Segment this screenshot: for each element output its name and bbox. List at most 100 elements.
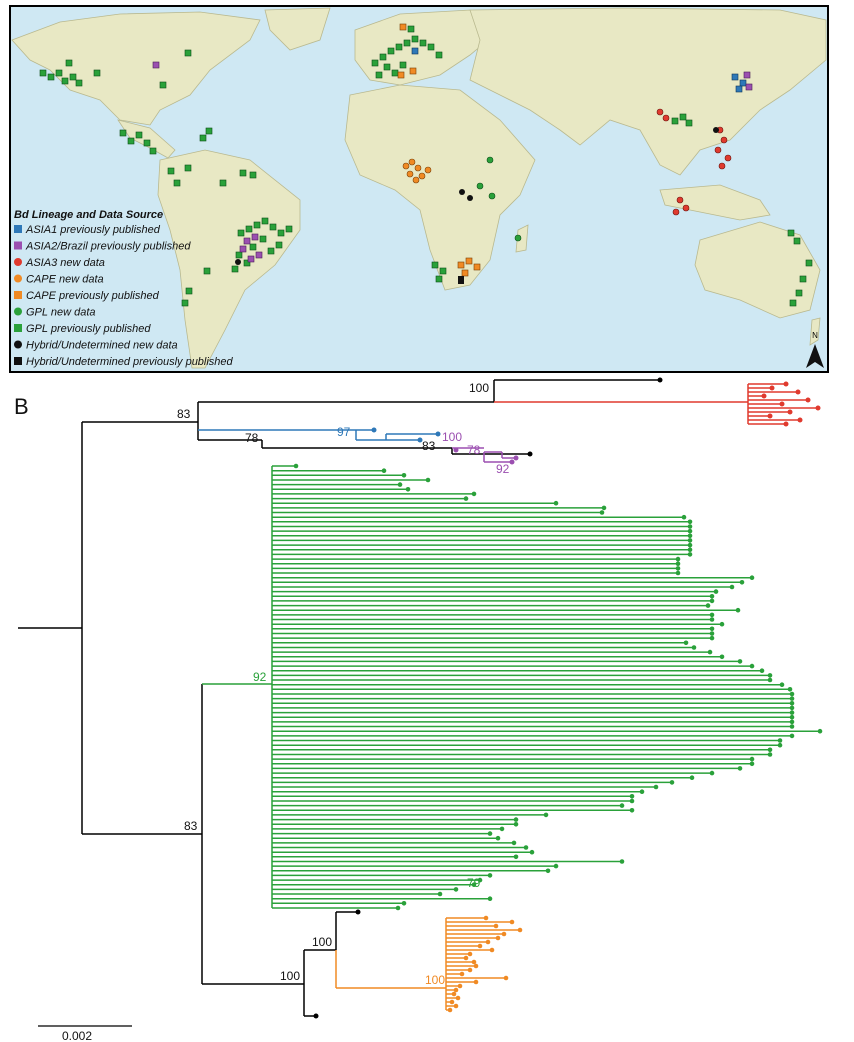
gpl-tip	[487, 831, 493, 836]
hybrid-tip-cape-upper	[355, 909, 361, 915]
map-markers	[39, 23, 813, 307]
gpl-tip	[705, 603, 711, 608]
bootstrap-gpl-79: 79	[467, 876, 481, 890]
hybrid-tip-cape-lower	[313, 1013, 319, 1019]
cape-tip	[473, 963, 479, 969]
bootstrap-labels: 100 83 97 78 83 100 78 92 92 83 79 100 1…	[177, 381, 510, 987]
gpl-tip	[293, 463, 299, 469]
gpl-tip	[639, 789, 645, 794]
hybrid-markers-east-africa	[459, 189, 473, 201]
legend-square-icon	[14, 241, 22, 250]
bootstrap-asia2-92: 92	[496, 462, 510, 476]
phylogenetic-tree	[18, 377, 823, 1019]
gpl-tip	[777, 742, 783, 748]
gpl-tip	[789, 696, 795, 701]
gpl-tip	[437, 891, 443, 897]
gpl-tip	[675, 561, 681, 566]
cape-tip	[517, 927, 523, 933]
bootstrap-cape-100-outer: 100	[280, 969, 300, 983]
legend-item-label: Hybrid/Undetermined new data	[26, 340, 178, 352]
hybrid-marker-brazil	[235, 259, 241, 265]
gpl-markers-asia	[671, 113, 693, 127]
cape-tip	[451, 991, 457, 997]
cape-markers-west-africa	[402, 158, 432, 184]
gpl-tip	[687, 528, 693, 534]
gpl-tip	[749, 575, 755, 580]
cape-tip	[489, 947, 495, 953]
asia3-markers-asia	[656, 108, 732, 216]
gpl-tip	[759, 668, 765, 673]
gpl-markers-brazil	[181, 169, 293, 307]
bootstrap-root-83: 83	[177, 407, 191, 421]
gpl-tip	[687, 547, 693, 552]
legend-circle-icon	[14, 258, 22, 266]
legend-square-icon	[14, 225, 22, 233]
gpl-tip	[779, 682, 785, 687]
gpl-tip	[789, 724, 795, 729]
gpl-tip	[629, 794, 635, 799]
legend-square-icon	[14, 324, 22, 332]
gpl-tip	[397, 482, 403, 487]
gpl-tip	[687, 538, 693, 543]
legend-item-label: GPL previously published	[26, 323, 151, 335]
gpl-tip	[789, 710, 795, 715]
cape-tip	[467, 951, 473, 957]
cape-tip	[509, 919, 515, 925]
bootstrap-gpl-92: 92	[253, 670, 267, 684]
gpl-tip	[749, 761, 755, 767]
asia2-tips	[453, 447, 519, 465]
gpl-tip	[789, 719, 795, 725]
gpl-tips	[293, 463, 823, 911]
cape-tip	[467, 967, 473, 973]
legend-item-label: CAPE new data	[26, 274, 104, 286]
legend-item-label: CAPE previously published	[26, 290, 160, 302]
map-panel: Bd Lineage and Data Source ASIA1 previou…	[9, 5, 829, 373]
cape-tip	[477, 943, 483, 949]
asia2-markers-brazil	[239, 233, 263, 263]
gpl-tip	[601, 505, 607, 511]
gpl-tip-branches	[272, 465, 820, 909]
gpl-tip	[487, 873, 493, 878]
gpl-tip	[709, 617, 715, 622]
bootstrap-cape-100-inner: 100	[312, 935, 332, 949]
gpl-tip	[511, 840, 517, 846]
gpl-tip	[401, 473, 407, 478]
gpl-tip	[713, 589, 719, 594]
bootstrap-83-black: 83	[422, 439, 436, 453]
gpl-tip	[709, 635, 715, 641]
asia1-tips	[371, 427, 441, 443]
continents	[11, 7, 827, 369]
gpl-tip	[737, 659, 743, 664]
bootstrap-78-black: 78	[245, 431, 259, 445]
cape-tip	[457, 983, 463, 989]
cape-tip	[485, 939, 491, 945]
legend-circle-icon	[14, 274, 22, 283]
gpl-tip	[675, 566, 681, 571]
asia3-tips	[761, 381, 821, 427]
gpl-tip	[789, 714, 795, 720]
asia2-clade	[452, 447, 516, 463]
gpl-tip	[499, 826, 505, 832]
cape-tip	[501, 931, 507, 937]
cape-clade	[335, 917, 520, 1011]
legend-circle-icon	[14, 340, 22, 349]
cape-tip	[495, 935, 501, 941]
south-america	[157, 149, 301, 369]
asia2-marker-usa	[152, 61, 160, 69]
gpl-tip	[767, 752, 773, 757]
gpl-tip	[687, 533, 693, 539]
gpl-tip	[675, 556, 681, 562]
gpl-tip	[619, 803, 625, 808]
legend-square-icon	[14, 357, 22, 365]
asia1-markers-east-asia	[731, 73, 747, 93]
gpl-tip	[709, 612, 715, 618]
gpl-tip	[543, 812, 549, 818]
gpl-tip	[653, 784, 659, 790]
gpl-tip	[767, 677, 773, 683]
gpl-tip	[789, 705, 795, 711]
gpl-tip	[789, 733, 795, 739]
north-arrow: N	[806, 331, 824, 368]
legend-item-label: ASIA1 previously published	[25, 224, 161, 236]
gpl-tip	[729, 584, 735, 590]
